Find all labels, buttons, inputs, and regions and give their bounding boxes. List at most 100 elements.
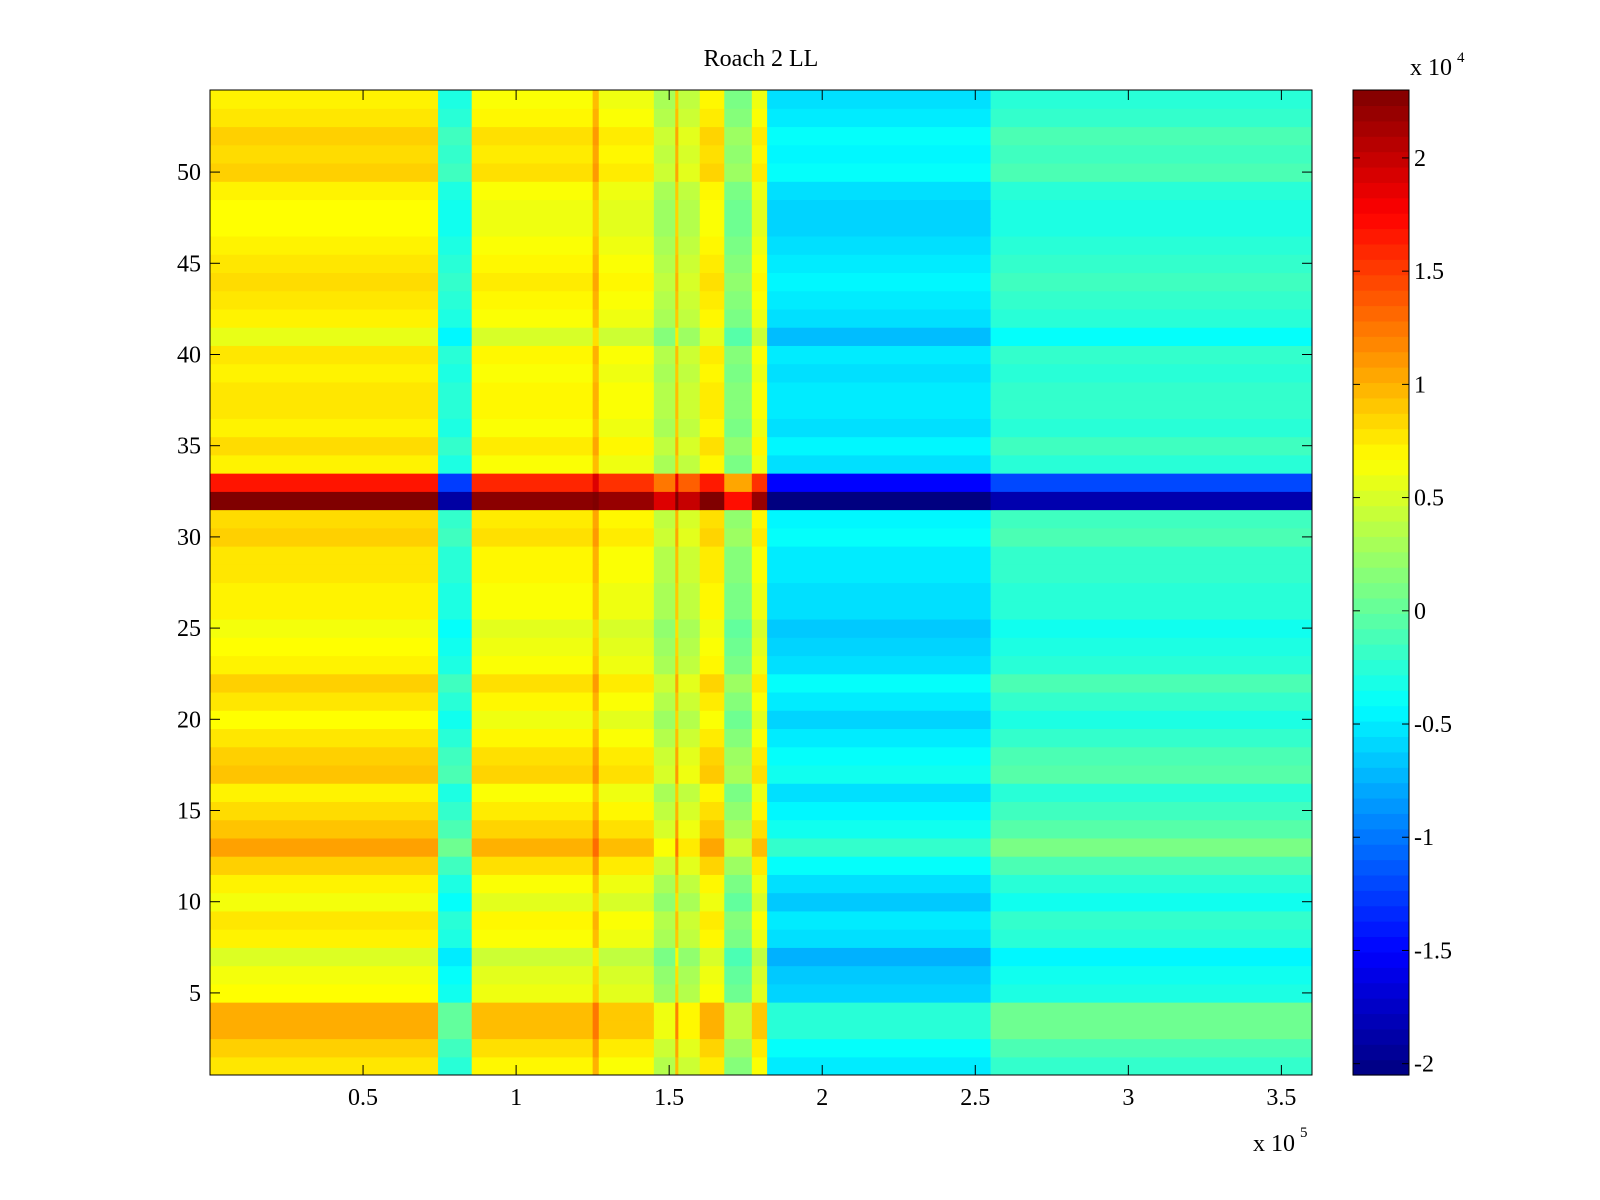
heatmap-cell (438, 308, 473, 328)
colorbar-step (1353, 213, 1409, 230)
colorbar-step (1353, 951, 1409, 968)
heatmap-cell (438, 637, 473, 657)
heatmap-cell (678, 235, 701, 255)
heatmap-cell (678, 910, 701, 930)
heatmap-cell (990, 710, 1312, 730)
heatmap-cell (699, 436, 725, 456)
colorbar-step (1353, 151, 1409, 168)
heatmap-cell (598, 235, 655, 255)
heatmap-cell (767, 965, 992, 985)
heatmap-cell (598, 473, 655, 492)
heatmap-cell (471, 600, 594, 620)
heatmap-cell (438, 436, 473, 456)
heatmap-cell (653, 144, 676, 164)
heatmap-cell (471, 418, 594, 438)
heatmap-cell (767, 710, 992, 730)
heatmap-cell (438, 710, 473, 730)
heatmap-cell (471, 126, 594, 146)
heatmap-cell (724, 600, 753, 620)
colorbar-step (1353, 582, 1409, 599)
heatmap-cell (675, 746, 679, 766)
heatmap-cell (210, 181, 439, 201)
heatmap-cell (724, 1056, 753, 1075)
colorbar-tick-label: -1 (1414, 825, 1434, 851)
heatmap-cell (767, 418, 992, 438)
heatmap-cell (678, 1020, 701, 1040)
heatmap-cell (438, 454, 473, 474)
heatmap-cell (678, 618, 701, 638)
heatmap-cell (598, 272, 655, 292)
heatmap-cell (767, 162, 992, 182)
heatmap-cell (699, 235, 725, 255)
heatmap-cell (990, 728, 1312, 748)
heatmap-cell (751, 837, 768, 857)
heatmap-cell (592, 308, 600, 328)
heatmap-cell (990, 509, 1312, 529)
heatmap-cell (699, 801, 725, 821)
colorbar-step (1353, 1044, 1409, 1061)
colorbar-multiplier-base: x 10 (1410, 55, 1452, 81)
heatmap-cell (724, 400, 753, 419)
heatmap-cell (990, 1002, 1312, 1021)
heatmap-cell (653, 600, 676, 620)
heatmap-cell (653, 564, 676, 584)
heatmap-cell (653, 1002, 676, 1021)
heatmap-cell (699, 856, 725, 875)
heatmap-cell (767, 381, 992, 401)
heatmap-cell (724, 691, 753, 711)
heatmap-cell (653, 363, 676, 383)
heatmap-cell (210, 655, 439, 675)
heatmap-cell (699, 400, 725, 419)
heatmap-cell (675, 546, 679, 565)
heatmap-cell (678, 965, 701, 985)
colorbar-step (1353, 644, 1409, 661)
heatmap-cell (598, 400, 655, 419)
heatmap-cell (438, 856, 473, 875)
heatmap-cell (210, 235, 439, 255)
colorbar-tick-label: 0.5 (1414, 486, 1444, 512)
colorbar-multiplier: x 10 4 (1410, 50, 1465, 81)
heatmap-cell (699, 965, 725, 985)
heatmap-cell (990, 527, 1312, 547)
colorbar-step (1353, 767, 1409, 784)
heatmap-cell (438, 929, 473, 948)
heatmap-cell (699, 144, 725, 164)
heatmap-cell (592, 254, 600, 274)
heatmap-cell (438, 363, 473, 383)
colorbar-step (1353, 567, 1409, 584)
heatmap-cell (699, 691, 725, 711)
heatmap-cell (471, 564, 594, 584)
heatmap-cell (653, 235, 676, 255)
heatmap-cell (592, 910, 600, 930)
heatmap-cell (724, 837, 753, 857)
heatmap-cell (675, 728, 679, 748)
heatmap-cell (471, 473, 594, 492)
heatmap-cell (767, 910, 992, 930)
heatmap-cell (724, 491, 753, 511)
heatmap-cell (678, 454, 701, 474)
heatmap-cell (598, 929, 655, 948)
heatmap-cell (767, 764, 992, 784)
heatmap-cell (724, 655, 753, 675)
heatmap-cell (751, 491, 768, 511)
heatmap-cell (471, 947, 594, 967)
heatmap-cell (210, 454, 439, 474)
heatmap-cell (438, 874, 473, 894)
colorbar-step (1353, 936, 1409, 953)
heatmap-cell (767, 400, 992, 419)
heatmap-cell (598, 910, 655, 930)
heatmap-cell (210, 837, 439, 857)
heatmap-cell (438, 801, 473, 821)
colorbar-step (1353, 259, 1409, 276)
heatmap-cell (210, 1002, 439, 1021)
heatmap-cell (675, 254, 679, 274)
heatmap-cell (990, 965, 1312, 985)
heatmap-cell (767, 308, 992, 328)
heatmap-cell (675, 764, 679, 784)
heatmap-cell (210, 473, 439, 492)
heatmap-cell (675, 345, 679, 365)
heatmap-cell (438, 345, 473, 365)
heatmap-cell (724, 673, 753, 693)
heatmap-cell (653, 856, 676, 875)
heatmap-cell (592, 108, 600, 128)
